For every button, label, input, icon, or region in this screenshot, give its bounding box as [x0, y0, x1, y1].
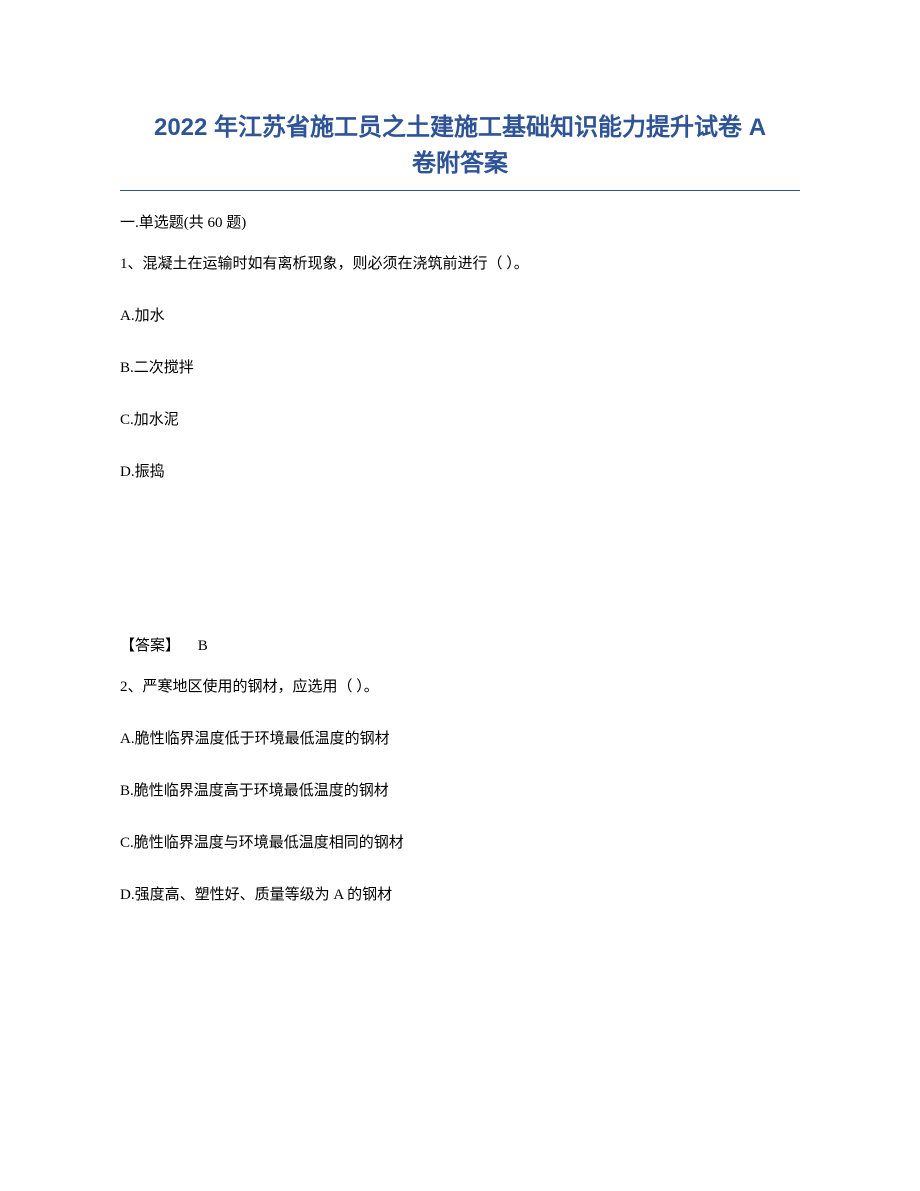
question-1-option-c: C.加水泥: [120, 408, 800, 432]
answer-label: 【答案】: [120, 638, 180, 654]
question-1-text: 1、混凝土在运输时如有离析现象，则必须在浇筑前进行（ ）。: [120, 252, 800, 276]
section-header: 一.单选题(共 60 题): [120, 211, 800, 232]
question-1-option-b: B.二次搅拌: [120, 356, 800, 380]
question-1-option-d: D.振捣: [120, 460, 800, 484]
question-2-option-c: C.脆性临界温度与环境最低温度相同的钢材: [120, 831, 800, 855]
question-2-text: 2、严寒地区使用的钢材，应选用（ ）。: [120, 675, 800, 699]
question-1-option-a: A.加水: [120, 304, 800, 328]
document-title-line1: 2022 年江苏省施工员之土建施工基础知识能力提升试卷 A: [120, 110, 800, 146]
question-2-option-b: B.脆性临界温度高于环境最低温度的钢材: [120, 779, 800, 803]
document-title-line2: 卷附答案: [120, 146, 800, 182]
question-1-answer: 【答案】 B: [120, 634, 800, 655]
question-2-option-d: D.强度高、塑性好、质量等级为 A 的钢材: [120, 883, 800, 907]
answer-value: B: [198, 638, 208, 654]
document-title-container: 2022 年江苏省施工员之土建施工基础知识能力提升试卷 A 卷附答案: [120, 110, 800, 182]
question-2-option-a: A.脆性临界温度低于环境最低温度的钢材: [120, 727, 800, 751]
title-underline: [120, 190, 800, 191]
